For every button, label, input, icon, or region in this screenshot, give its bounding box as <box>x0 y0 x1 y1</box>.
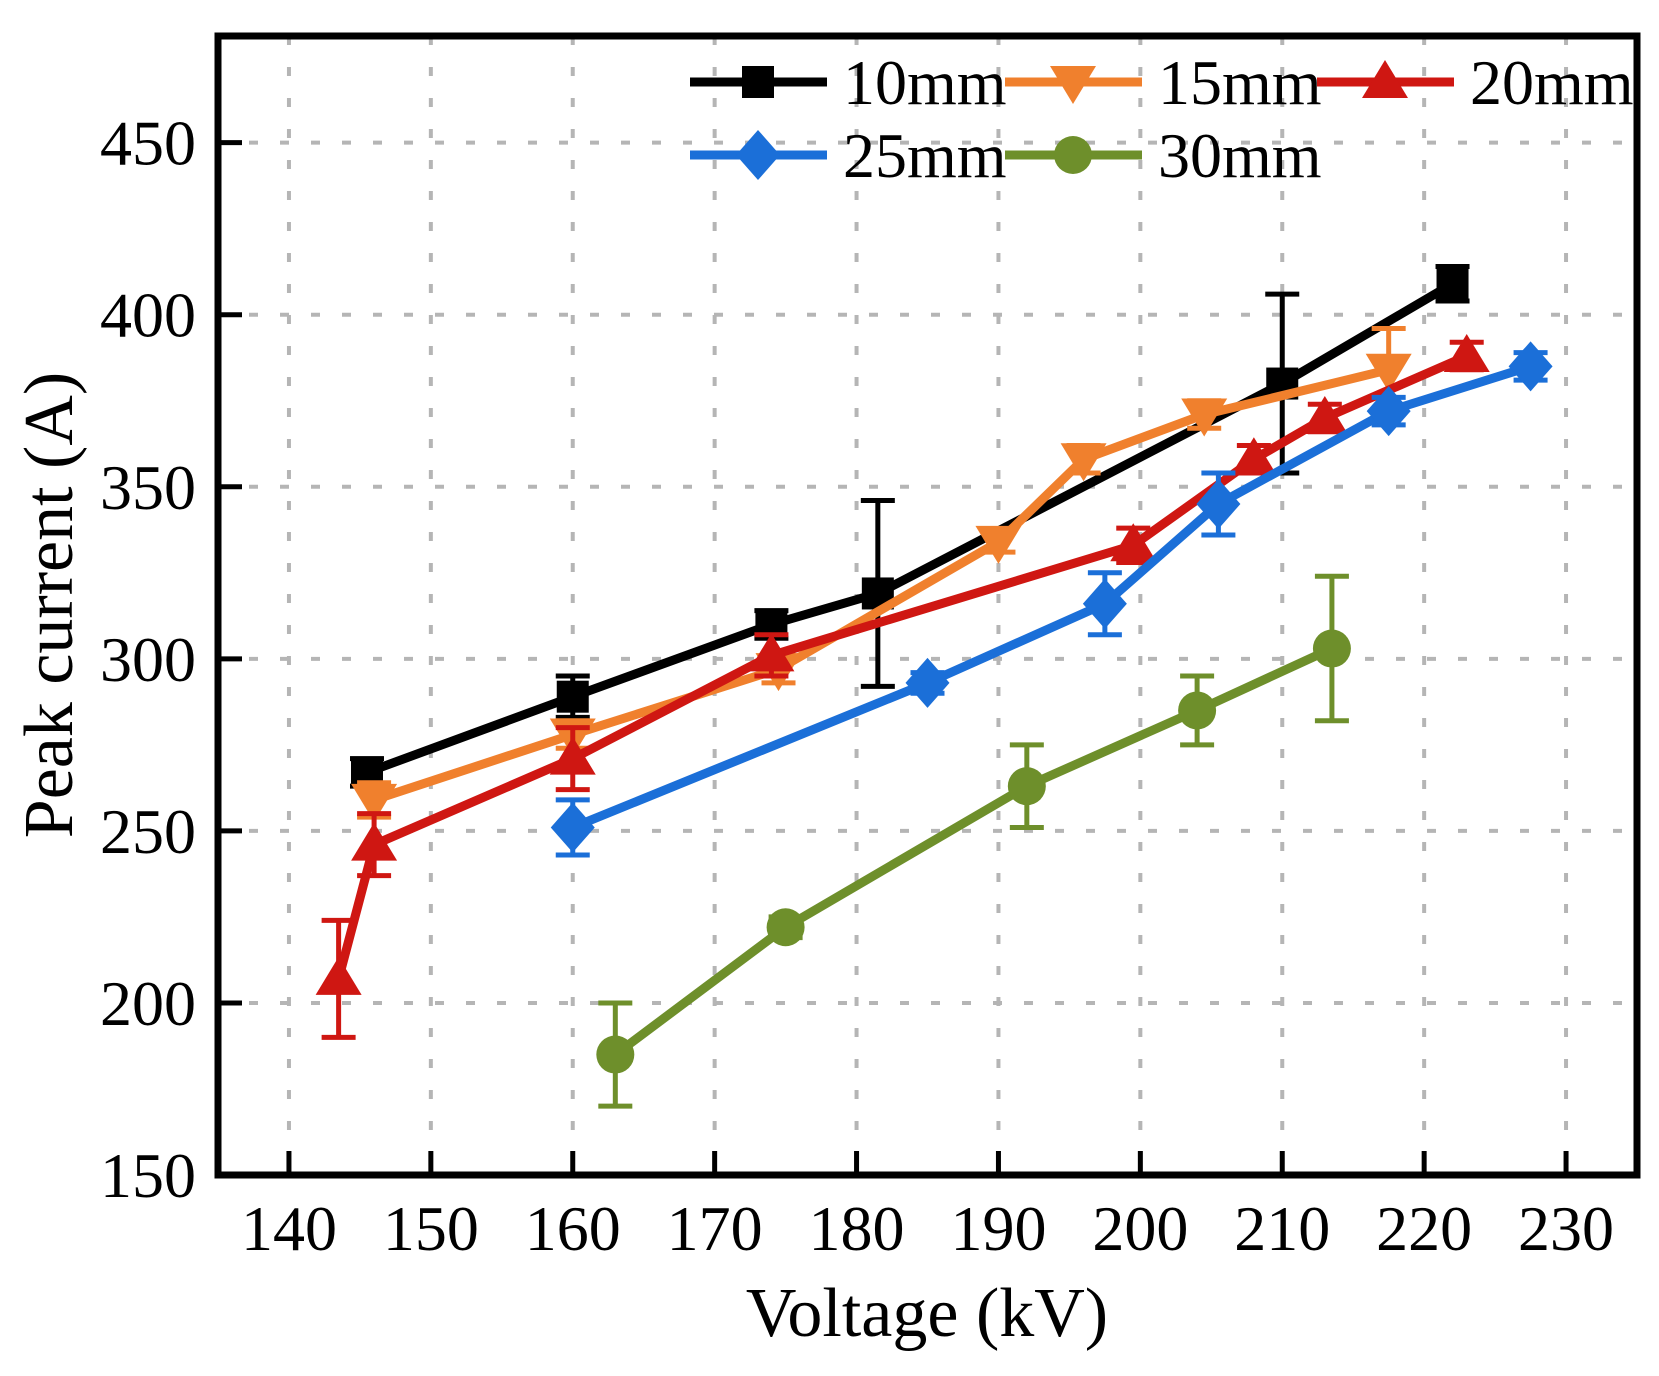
diamond-marker <box>1196 478 1241 529</box>
triangle-up-marker <box>549 736 596 775</box>
legend-item-15mm: 15mm <box>1005 47 1322 118</box>
axis-ticks <box>218 140 1569 1178</box>
circle-icon <box>1054 136 1092 174</box>
square-marker <box>1436 267 1469 300</box>
series-line <box>612 644 1334 1059</box>
triangle-up-marker <box>1110 523 1157 562</box>
x-axis-title: Voltage (kV) <box>746 1275 1108 1352</box>
y-tick-label: 200 <box>100 968 196 1039</box>
triangle-down-marker <box>1181 398 1228 437</box>
legend-label: 15mm <box>1158 47 1322 118</box>
legend-label: 25mm <box>843 120 1007 191</box>
diamond-marker <box>550 802 595 853</box>
y-tick-label: 400 <box>100 280 196 351</box>
triangle-up-icon <box>1362 60 1408 98</box>
x-tick-label: 140 <box>241 1193 337 1264</box>
circle-marker <box>596 1035 635 1074</box>
diamond-marker <box>905 657 950 708</box>
triangle-up-marker <box>1443 334 1490 373</box>
legend-item-10mm: 10mm <box>690 47 1007 118</box>
legend-label: 20mm <box>1470 47 1634 118</box>
series-20mm <box>315 334 1490 1040</box>
triangle-down-icon <box>1050 66 1096 104</box>
triangle-down-marker <box>1365 353 1412 392</box>
y-tick-label: 450 <box>100 108 196 179</box>
x-tick-label: 220 <box>1376 1193 1472 1264</box>
triangle-up-marker <box>315 956 362 995</box>
circle-marker <box>766 908 805 947</box>
legend-label: 10mm <box>843 47 1007 118</box>
legend-item-25mm: 25mm <box>690 120 1007 191</box>
triangle-down-marker <box>351 783 398 822</box>
series-25mm <box>550 341 1553 858</box>
y-tick-label: 250 <box>100 796 196 867</box>
series-30mm <box>596 573 1351 1109</box>
square-icon <box>742 66 774 98</box>
triangle-up-marker <box>748 633 795 672</box>
x-tick-label: 180 <box>809 1193 905 1264</box>
legend-item-30mm: 30mm <box>1005 120 1322 191</box>
series-layer <box>315 264 1553 1109</box>
series-10mm <box>349 264 1470 789</box>
x-tick-label: 230 <box>1518 1193 1614 1264</box>
legend-label: 30mm <box>1158 120 1322 191</box>
x-tick-label: 210 <box>1234 1193 1330 1264</box>
triangle-down-marker <box>975 525 1022 564</box>
legend: 10mm 15mm 20mm 25mm 30mm <box>690 47 1634 191</box>
circle-marker <box>1178 691 1217 730</box>
diamond-marker <box>1366 386 1411 437</box>
plot-border <box>214 32 1641 1179</box>
series-line <box>365 279 1455 777</box>
triangle-up-marker <box>351 822 398 861</box>
y-axis-title: Peak current (A) <box>11 372 88 838</box>
triangle-up-marker <box>1301 395 1348 434</box>
legend-item-20mm: 20mm <box>1317 47 1634 118</box>
series-line <box>571 362 1532 832</box>
x-tick-label: 170 <box>667 1193 763 1264</box>
circle-marker <box>1312 629 1351 668</box>
x-tick-label: 160 <box>525 1193 621 1264</box>
square-marker <box>556 680 589 713</box>
series-15mm <box>351 325 1412 822</box>
diamond-icon <box>736 130 780 180</box>
x-tick-label: 190 <box>950 1193 1046 1264</box>
y-tick-label: 300 <box>100 624 196 695</box>
y-tick-label: 350 <box>100 452 196 523</box>
y-tick-label: 150 <box>100 1140 196 1211</box>
diamond-marker <box>1082 578 1127 629</box>
x-tick-label: 200 <box>1092 1193 1188 1264</box>
triangle-up-marker <box>1230 437 1277 476</box>
axis-tick-labels: 140 150 160 170 180 190 200 210 220 230 150 200 250 3… <box>100 108 1614 1264</box>
circle-marker <box>1007 767 1046 806</box>
diamond-marker <box>1508 341 1553 392</box>
x-tick-label: 150 <box>383 1193 479 1264</box>
triangle-down-marker <box>1060 443 1107 482</box>
gridlines <box>218 36 1637 1175</box>
